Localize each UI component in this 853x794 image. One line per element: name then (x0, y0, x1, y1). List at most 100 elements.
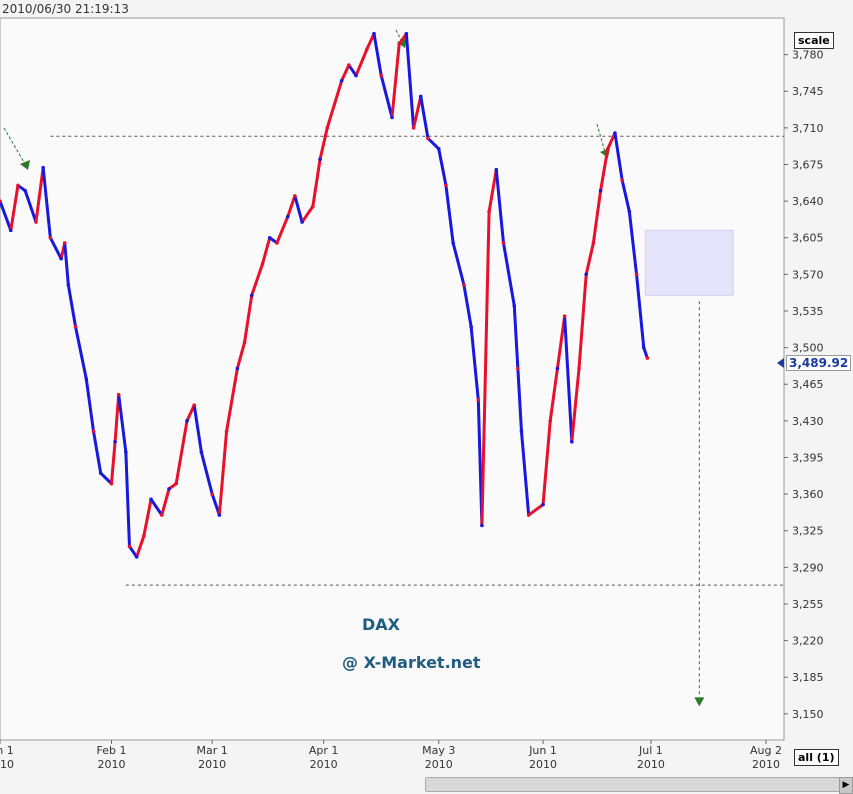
y-tick-label: 3,290 (792, 561, 824, 574)
price-point (501, 241, 506, 245)
price-point (339, 78, 344, 83)
price-point (300, 220, 304, 224)
y-tick-label: 3,360 (792, 488, 824, 501)
price-segment (318, 126, 329, 161)
price-point (311, 204, 315, 209)
price-point (365, 47, 369, 52)
price-segment (501, 241, 516, 308)
y-tick-label: 3,220 (792, 635, 824, 648)
timestamp-label: 2010/06/30 21:19:13 (2, 2, 129, 16)
price-point (149, 497, 153, 502)
price-point (124, 450, 128, 455)
price-point (541, 502, 545, 507)
guide-arrow-icon (20, 160, 30, 170)
price-segment (462, 283, 473, 329)
price-point (516, 366, 520, 371)
price-point (526, 513, 531, 517)
price-segment (92, 429, 103, 475)
price-segment (365, 32, 376, 51)
x-tick-month: May 3 (422, 744, 455, 757)
price-segment (109, 440, 117, 486)
price-point (127, 544, 132, 549)
price-segment (516, 367, 523, 433)
x-tick-month: Apr 1 (309, 744, 339, 757)
y-tick-label: 3,570 (792, 268, 824, 281)
y-tick-label: 3,745 (792, 85, 824, 98)
price-segment (250, 262, 265, 297)
price-point (185, 419, 189, 423)
price-point (98, 471, 103, 475)
price-segment (192, 403, 203, 454)
price-segment (527, 503, 545, 517)
price-point (620, 178, 624, 182)
price-segment (570, 367, 581, 444)
price-segment (563, 314, 574, 444)
price-segment (469, 325, 480, 402)
price-point (260, 262, 265, 266)
price-segment (635, 272, 646, 350)
price-point (285, 215, 290, 219)
price-segment (494, 168, 505, 245)
price-point (318, 157, 322, 162)
price-point (217, 513, 222, 517)
price-segment (84, 377, 96, 433)
price-segment (354, 47, 369, 78)
price-segment (286, 194, 297, 219)
x-tick-month: Jun 1 (528, 744, 557, 757)
all-range-button[interactable]: all (1) (794, 749, 839, 766)
x-tick-month: Mar 1 (197, 744, 228, 757)
guide-arrow-line (3, 127, 26, 165)
price-segment (599, 147, 610, 193)
price-point (134, 555, 139, 559)
price-segment (225, 367, 239, 433)
scale-button[interactable]: scale (794, 32, 834, 49)
price-point (160, 513, 164, 517)
scroll-right-arrow-icon[interactable]: ▶ (839, 777, 853, 794)
price-point (0, 199, 2, 203)
x-tick-year: 2010 (752, 758, 780, 771)
y-tick-label: 3,675 (792, 158, 824, 171)
price-segment (372, 32, 383, 78)
y-tick-label: 3,710 (792, 122, 824, 135)
price-point (641, 345, 646, 350)
horizontal-scrollbar[interactable] (425, 777, 841, 792)
price-segment (325, 79, 344, 130)
price-point (555, 366, 560, 371)
price-point (487, 209, 491, 214)
price-segment (512, 304, 520, 371)
price-segment (541, 419, 552, 507)
x-tick-month: Jul 1 (638, 744, 663, 757)
price-point (397, 42, 401, 46)
price-segment (185, 403, 196, 423)
price-point (512, 303, 517, 308)
price-segment (584, 241, 595, 276)
symbol-label: DAX (362, 615, 400, 634)
price-segment (300, 204, 315, 224)
price-segment (261, 236, 272, 266)
x-tick-year: 2010 (97, 758, 125, 771)
plot-area (0, 17, 785, 741)
price-point (469, 324, 473, 329)
price-point (634, 272, 639, 277)
price-point (584, 272, 589, 277)
price-point (548, 419, 553, 423)
price-segment (41, 166, 52, 240)
price-point (462, 283, 466, 287)
price-point (494, 167, 499, 172)
price-point (267, 235, 272, 240)
price-point (379, 73, 384, 78)
price-point (390, 115, 394, 120)
y-tick-label: 3,185 (792, 671, 824, 684)
price-point (325, 126, 330, 130)
price-point (91, 429, 96, 434)
price-segment (426, 136, 441, 151)
price-segment (627, 210, 639, 276)
price-point (372, 31, 376, 36)
price-segment (444, 183, 455, 245)
price-segment (0, 199, 13, 232)
y-tick-label: 3,150 (792, 708, 824, 721)
price-point (436, 146, 441, 151)
x-tick-year: 2010 (310, 758, 338, 771)
price-point (519, 429, 524, 434)
